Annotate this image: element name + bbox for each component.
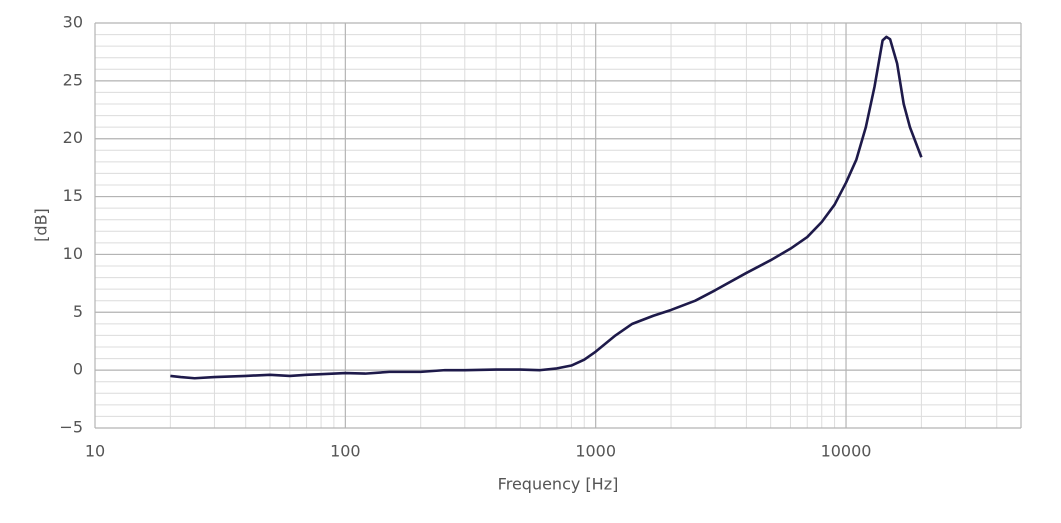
y-tick-label: 30 — [63, 13, 83, 32]
y-tick-label: 20 — [63, 128, 83, 147]
y-axis-label: [dB] — [32, 208, 51, 242]
y-tick-label: 15 — [63, 186, 83, 205]
y-tick-label: 25 — [63, 70, 83, 89]
x-tick-label: 1000 — [575, 442, 616, 461]
x-axis-label: Frequency [Hz] — [498, 475, 619, 494]
y-tick-label: 10 — [63, 244, 83, 263]
x-tick-label: 10 — [85, 442, 105, 461]
x-tick-label: 100 — [330, 442, 361, 461]
y-tick-label: −5 — [59, 418, 83, 437]
y-tick-label: 5 — [73, 302, 83, 321]
y-tick-label: 0 — [73, 360, 83, 379]
line-series — [170, 35, 923, 380]
x-tick-label: 10000 — [821, 442, 872, 461]
